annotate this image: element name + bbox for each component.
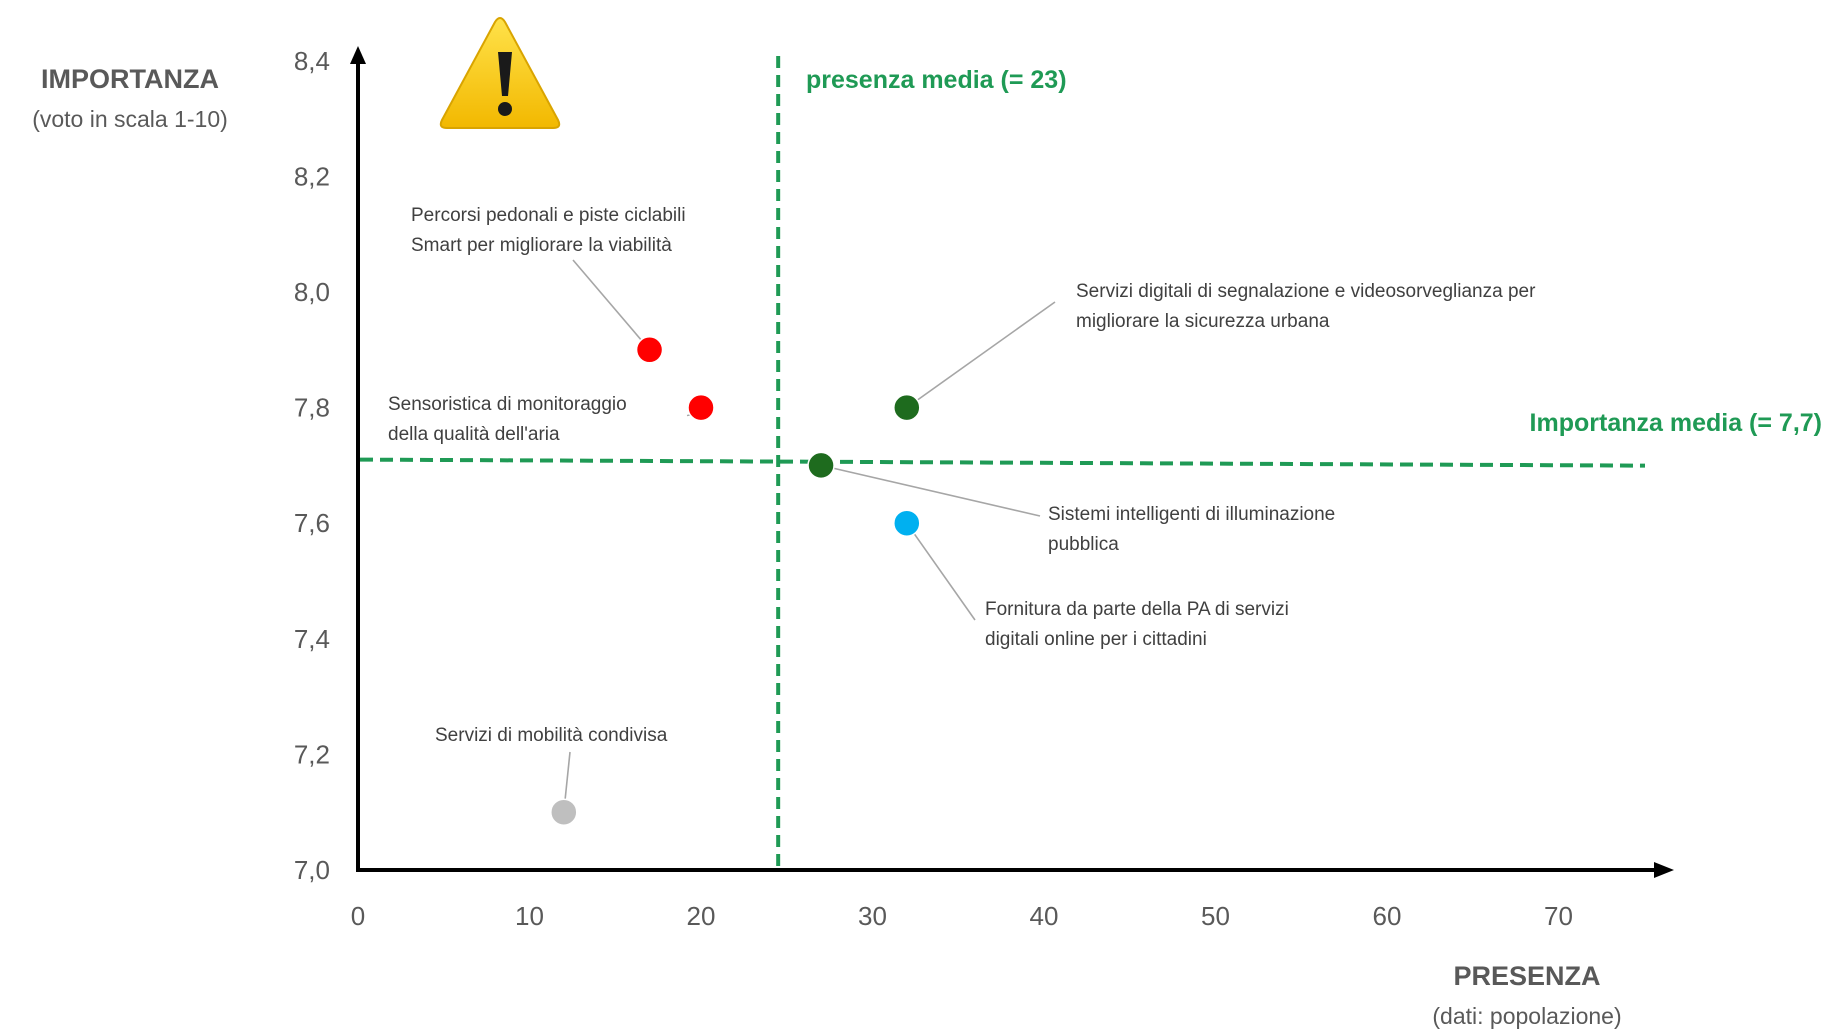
point-label-line: Fornitura da parte della PA di servizi [985, 599, 1289, 620]
x-tick-label: 60 [1373, 901, 1402, 931]
data-point [893, 393, 921, 422]
mean-importance-line [359, 457, 1646, 468]
axes [350, 46, 1674, 878]
y-tick-label: 8,0 [294, 277, 330, 307]
point-label-line: Percorsi pedonali e piste ciclabili [411, 205, 686, 226]
point-label: Percorsi pedonali e piste ciclabili Smart… [411, 205, 686, 256]
x-axis-arrow-icon [1654, 862, 1674, 878]
y-axis-title: IMPORTANZA [41, 64, 219, 94]
y-axis-subtitle: (voto in scala 1-10) [32, 106, 228, 132]
data-point [687, 393, 715, 422]
x-tick-label: 20 [687, 901, 716, 931]
x-tick-label: 0 [351, 901, 365, 931]
y-axis-arrow-icon [350, 46, 366, 64]
y-tick-label: 7,0 [294, 855, 330, 885]
x-tick-label: 40 [1030, 901, 1059, 931]
y-tick-label: 7,8 [294, 393, 330, 423]
point-label-line: Servizi di mobilità condivisa [435, 725, 668, 746]
point-label: Servizi di mobilità condivisa [435, 725, 668, 746]
x-tick-label: 50 [1201, 901, 1230, 931]
point-label-line: Sensoristica di monitoraggio [388, 394, 627, 415]
mean-importance-label: Importanza media (= 7,7) [1530, 409, 1822, 437]
data-point [635, 336, 664, 364]
y-tick-label: 7,2 [294, 739, 330, 769]
data-point [550, 798, 578, 826]
point-label: Sistemi intelligenti di illuminazione pub… [1048, 504, 1335, 555]
x-axis-title: PRESENZA [1453, 961, 1600, 991]
y-tick-label: 7,6 [294, 508, 330, 538]
point-label: Servizi digitali di segnalazione e video… [1076, 281, 1536, 332]
leader-line [906, 301, 1056, 409]
data-point [807, 451, 835, 480]
point-label-line: Servizi digitali di segnalazione e video… [1076, 281, 1536, 302]
point-label-line: Smart per migliorare la viabilità [411, 235, 672, 256]
point-label-line: pubblica [1048, 534, 1119, 555]
leader-line [906, 522, 976, 621]
leader-line [820, 464, 1041, 517]
point-label-line: migliorare la sicurezza urbana [1076, 311, 1330, 332]
y-tick-label: 7,4 [294, 624, 330, 654]
x-axis-subtitle: (dati: popolazione) [1432, 1003, 1621, 1029]
leader-line [572, 259, 651, 351]
warning-icon [439, 17, 561, 129]
y-tick-label: 8,2 [294, 161, 330, 191]
x-tick-label: 10 [515, 901, 544, 931]
mean-presence-label: presenza media (= 23) [806, 66, 1067, 94]
point-label-line: Sistemi intelligenti di illuminazione [1048, 504, 1335, 525]
x-tick-label: 70 [1544, 901, 1573, 931]
point-label-line: della qualità dell'aria [388, 424, 560, 445]
data-point [893, 509, 921, 537]
y-tick-label: 8,4 [294, 46, 330, 76]
x-tick-label: 30 [858, 901, 887, 931]
point-label-line: digitali online per i cittadini [985, 629, 1207, 650]
point-label: Sensoristica di monitoraggio della qualit… [388, 394, 627, 445]
point-label: Fornitura da parte della PA di servizi di… [985, 599, 1289, 650]
